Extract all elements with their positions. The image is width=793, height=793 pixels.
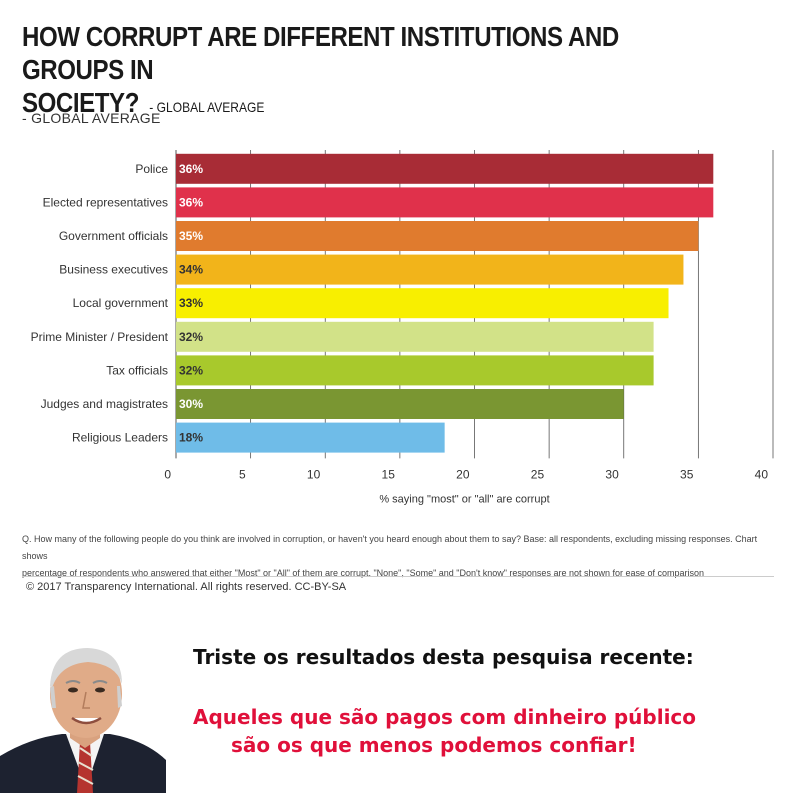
category-label: Local government (73, 296, 169, 310)
category-label: Government officials (59, 229, 168, 243)
title-line-2: SOCIETY? - GLOBAL AVERAGE (22, 86, 658, 124)
data-label: 36% (179, 195, 203, 209)
x-tick-label: 15 (382, 467, 396, 481)
bar (176, 153, 714, 184)
x-tick-label: 20 (456, 467, 470, 481)
chart-title: HOW CORRUPT ARE DIFFERENT INSTITUTIONS A… (22, 20, 658, 124)
bar (176, 288, 669, 319)
category-label: Judges and magistrates (41, 397, 168, 411)
x-tick-label: 25 (531, 467, 545, 481)
category-label: Elected representatives (43, 195, 168, 209)
x-tick-label: 40 (755, 467, 769, 481)
data-label: 32% (179, 330, 203, 344)
footnote: Q. How many of the following people do y… (22, 531, 782, 582)
bar (176, 321, 654, 352)
x-axis-label: % saying "most" or "all" are corrupt (379, 493, 549, 505)
data-label: 34% (179, 263, 203, 277)
copyright-notice: © 2017 Transparency International. All r… (26, 581, 347, 593)
bar (176, 254, 684, 285)
category-label: Tax officials (106, 363, 168, 377)
x-tick-label: 0 (164, 467, 171, 481)
category-label: Business executives (59, 263, 168, 277)
data-label: 35% (179, 229, 203, 243)
footnote-line-2: percentage of respondents who answered t… (22, 568, 705, 578)
data-label: 33% (179, 296, 203, 310)
title-line-1: HOW CORRUPT ARE DIFFERENT INSTITUTIONS A… (22, 21, 619, 85)
bar (176, 422, 445, 453)
caption-line-2: Aqueles que são pagos com dinheiro públi… (193, 705, 697, 729)
footnote-line-1: Q. How many of the following people do y… (22, 534, 758, 561)
title-line-2-text: SOCIETY? (22, 87, 139, 118)
bar (176, 187, 714, 218)
bar (176, 389, 624, 419)
data-label: 18% (179, 431, 203, 445)
portrait-photo (0, 638, 168, 793)
category-label: Religious Leaders (72, 431, 168, 445)
chart-subtitle: - GLOBAL AVERAGE (22, 110, 161, 126)
divider (22, 576, 774, 577)
category-label: Prime Minister / President (31, 330, 169, 344)
category-label: Police (135, 162, 168, 176)
data-label: 32% (179, 363, 203, 377)
bar (176, 221, 699, 251)
bar-chart: Police 36% Elected representatives 36% Gover… (31, 150, 774, 505)
x-tick-label: 35 (680, 467, 694, 481)
caption-line-3: são os que menos podemos confiar! (231, 733, 637, 757)
data-label: 30% (179, 397, 203, 411)
x-tick-label: 5 (239, 467, 246, 481)
x-tick-label: 10 (307, 467, 321, 481)
bar (176, 355, 654, 386)
caption-line-1: Triste os resultados desta pesquisa rece… (193, 645, 694, 669)
title-suffix: - GLOBAL AVERAGE (149, 99, 265, 115)
x-tick-label: 30 (605, 467, 619, 481)
data-label: 36% (179, 162, 203, 176)
caption-highlight: Aqueles que são pagos com dinheiro públi… (193, 703, 696, 759)
